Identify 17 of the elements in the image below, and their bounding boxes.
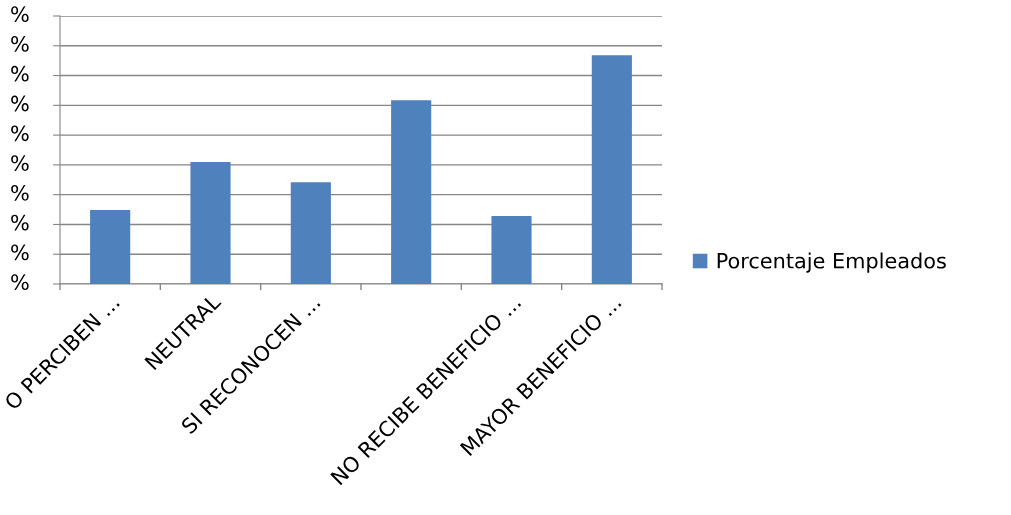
text: % xyxy=(11,95,29,112)
bar xyxy=(290,182,331,284)
text: % xyxy=(11,36,29,52)
bar xyxy=(391,100,432,284)
bar xyxy=(190,162,231,284)
text: % xyxy=(11,214,29,231)
legend-label: Porcentaje Empleados xyxy=(717,252,946,273)
text: % xyxy=(11,65,29,82)
text: % xyxy=(11,125,29,142)
text: % xyxy=(11,184,29,201)
bar xyxy=(591,55,632,284)
bar xyxy=(90,210,131,284)
text: % xyxy=(11,274,29,291)
text: % xyxy=(11,155,29,171)
bar xyxy=(491,216,532,284)
text: % xyxy=(11,244,29,261)
text: % xyxy=(11,6,29,23)
